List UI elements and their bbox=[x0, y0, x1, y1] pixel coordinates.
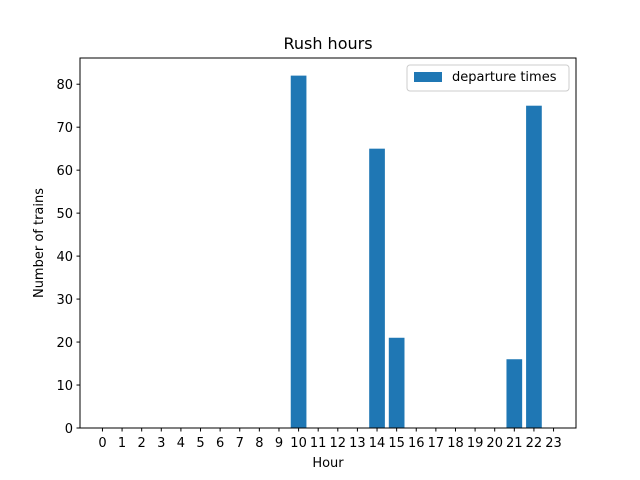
x-tick-label: 3 bbox=[157, 436, 165, 451]
x-tick-label: 20 bbox=[486, 436, 503, 451]
y-tick-label: 40 bbox=[56, 250, 73, 265]
x-tick-label: 4 bbox=[177, 436, 185, 451]
legend-label: departure times bbox=[452, 70, 557, 85]
x-tick-label: 22 bbox=[526, 436, 543, 451]
bar-hour-10 bbox=[290, 75, 307, 429]
x-tick-label: 5 bbox=[196, 436, 204, 451]
legend: departure times bbox=[406, 64, 570, 92]
bars-group bbox=[290, 75, 542, 429]
x-tick-label: 14 bbox=[369, 436, 386, 451]
chart-title: Rush hours bbox=[283, 34, 372, 53]
bar-hour-21 bbox=[506, 359, 523, 428]
x-tick-label: 0 bbox=[98, 436, 106, 451]
bar-hour-14 bbox=[369, 148, 385, 429]
y-tick-label: 20 bbox=[56, 336, 73, 351]
x-tick-label: 7 bbox=[236, 436, 244, 451]
x-tick-label: 6 bbox=[216, 436, 224, 451]
x-tick-label: 9 bbox=[275, 436, 283, 451]
x-axis-label: Hour bbox=[312, 456, 344, 471]
bar-hour-22 bbox=[526, 105, 542, 428]
x-tick-label: 13 bbox=[349, 436, 366, 451]
y-tick-label: 50 bbox=[56, 207, 73, 222]
x-tick-label: 1 bbox=[118, 436, 126, 451]
plot-frame bbox=[79, 57, 577, 429]
y-axis-label: Number of trains bbox=[32, 188, 47, 298]
x-tick-label: 16 bbox=[408, 436, 425, 451]
x-tick-label: 21 bbox=[506, 436, 523, 451]
x-tick-label: 15 bbox=[388, 436, 405, 451]
x-tick-label: 17 bbox=[428, 436, 445, 451]
bar-hour-15 bbox=[388, 337, 405, 428]
x-tick-label: 23 bbox=[545, 436, 562, 451]
x-tick-label: 10 bbox=[290, 436, 307, 451]
y-tick-label: 70 bbox=[56, 121, 73, 136]
x-tick-label: 11 bbox=[310, 436, 327, 451]
legend-swatch bbox=[414, 72, 442, 82]
y-tick-label: 0 bbox=[65, 422, 73, 437]
x-tick-label: 18 bbox=[447, 436, 464, 451]
x-axis-ticks: 0 1 2 3 4 5 6 7 8 9 10 11 12 13 14 15 16 17 18 19 20 21 22 23 bbox=[98, 428, 562, 451]
x-tick-label: 12 bbox=[330, 436, 347, 451]
y-axis-ticks: 0 10 20 30 40 50 60 70 80 bbox=[56, 78, 80, 437]
x-tick-label: 8 bbox=[255, 436, 263, 451]
y-tick-label: 10 bbox=[56, 379, 73, 394]
x-tick-label: 2 bbox=[138, 436, 146, 451]
y-tick-label: 60 bbox=[56, 164, 73, 179]
y-tick-label: 80 bbox=[56, 78, 73, 93]
y-tick-label: 30 bbox=[56, 293, 73, 308]
x-tick-label: 19 bbox=[467, 436, 484, 451]
legend-box bbox=[406, 64, 570, 92]
